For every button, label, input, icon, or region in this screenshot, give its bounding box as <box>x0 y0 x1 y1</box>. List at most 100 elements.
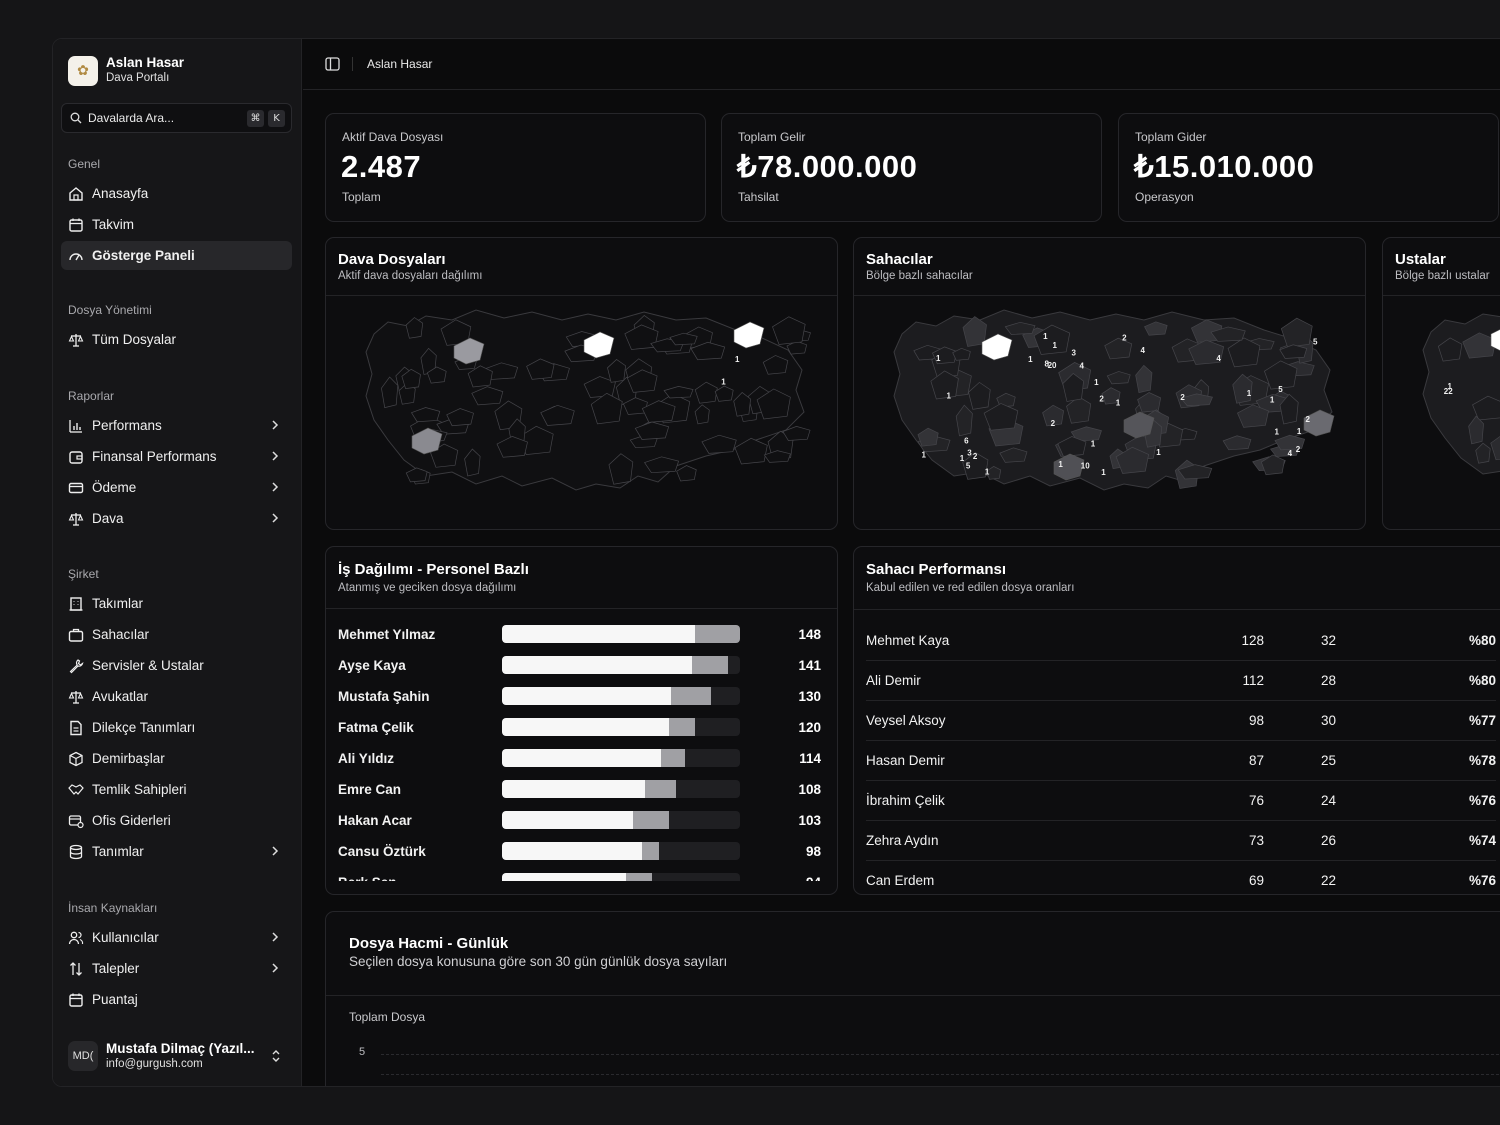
sidebar-item-takımlar[interactable]: Takımlar <box>61 589 292 618</box>
sidebar-item-finansal-performans[interactable]: Finansal Performans <box>61 442 292 471</box>
map-count-label: 1 <box>735 355 740 364</box>
workload-row[interactable]: Emre Can 108 <box>338 779 821 799</box>
province-shape <box>968 381 991 410</box>
province-shape <box>930 370 959 400</box>
sidebar-item-puantaj[interactable]: Puantaj <box>61 985 292 1014</box>
province-shape <box>381 376 399 409</box>
agent-name: Hasan Demir <box>866 753 945 768</box>
accepted-count: 112 <box>1242 673 1264 688</box>
province-shape <box>440 319 472 346</box>
province-shape <box>540 404 575 426</box>
workload-bar <box>502 749 740 767</box>
table-row[interactable]: Can Erdem 69 22 %76 <box>866 861 1496 885</box>
sidebar-item-label: Takvim <box>92 217 135 232</box>
sidebar-item-ödeme[interactable]: Ödeme <box>61 473 292 502</box>
sidebar-item-label: Tanımlar <box>92 844 144 859</box>
workload-list: Mehmet Yılmaz 148 Ayşe Kaya 141 Mustafa Şahi… <box>326 609 837 881</box>
card-title: Dava Dosyaları <box>338 251 446 268</box>
acceptance-rate: %78 <box>1468 753 1496 768</box>
map-count-label: 20 <box>1048 361 1057 370</box>
turkey-map[interactable]: 1 1 20 3 1 2 2 1 1 3 2 1 1 1 2 2 1 1 5 1 2 1 4 6 4 8 1 4 2 4 1 1 1 5 5 10 1 1 <box>854 296 1365 529</box>
sidebar-item-gösterge-paneli[interactable]: Gösterge Paneli <box>61 241 292 270</box>
table-row[interactable]: Mehmet Kaya 128 32 %80 <box>866 621 1496 661</box>
sidebar-item-kullanıcılar[interactable]: Kullanıcılar <box>61 923 292 952</box>
workload-row[interactable]: Fatma Çelik 120 <box>338 717 821 737</box>
table-row[interactable]: Hasan Demir 87 25 %78 <box>866 741 1496 781</box>
sidebar-item-takvim[interactable]: Takvim <box>61 210 292 239</box>
stat-value: 2.487 <box>341 149 422 184</box>
province-shape <box>607 359 626 383</box>
map-count-label: 2 <box>1180 393 1185 402</box>
acceptance-rate: %80 <box>1468 633 1496 648</box>
search-icon <box>70 112 82 124</box>
sidebar-item-dilekçe-tanımları[interactable]: Dilekçe Tanımları <box>61 713 292 742</box>
stat-caption: Operasyon <box>1135 190 1194 204</box>
province-shape <box>1180 393 1213 407</box>
sidebar-item-temlik-sahipleri[interactable]: Temlik Sahipleri <box>61 775 292 804</box>
workload-row[interactable]: Ali Yıldız 114 <box>338 748 821 768</box>
table-row[interactable]: İbrahim Çelik 76 24 %76 <box>866 781 1496 821</box>
turkey-map[interactable]: 172242527245 <box>1383 296 1500 529</box>
card-title: Ustalar <box>1395 251 1446 268</box>
table-row[interactable]: Zehra Aydın 73 26 %74 <box>866 821 1496 861</box>
workload-count: 148 <box>798 626 821 642</box>
province-shape <box>583 376 616 398</box>
search-input[interactable]: Davalarda Ara... ⌘ K <box>61 103 292 133</box>
province-highlight <box>583 331 615 359</box>
chevron-right-icon <box>272 513 279 523</box>
breadcrumb[interactable]: Aslan Hasar <box>352 57 432 71</box>
handshake-icon <box>68 782 84 798</box>
rejected-count: 25 <box>1320 753 1336 768</box>
sidebar-item-talepler[interactable]: Talepler <box>61 954 292 983</box>
workload-row[interactable]: Berk Şen 94 <box>338 872 821 881</box>
map-card-cases: Dava Dosyaları Aktif dava dosyaları dağı… <box>325 237 838 530</box>
sidebar-item-anasayfa[interactable]: Anasayfa <box>61 179 292 208</box>
province-shape <box>1062 373 1084 402</box>
sidebar-item-tanımlar[interactable]: Tanımlar <box>61 837 292 866</box>
province-shape <box>1101 387 1121 405</box>
bar-assigned-segment <box>502 687 671 705</box>
province-highlight <box>1303 409 1335 437</box>
series-label: Toplam Dosya <box>349 1010 426 1024</box>
map-count-label: 5 <box>1278 385 1283 394</box>
map-count-label: 1 <box>1043 332 1048 341</box>
province-shape <box>471 386 504 406</box>
workload-row[interactable]: Cansu Öztürk 98 <box>338 841 821 861</box>
province-shape <box>1144 321 1168 336</box>
workload-bar <box>502 873 740 881</box>
province-shape <box>608 453 634 485</box>
acceptance-rate: %80 <box>1468 673 1496 688</box>
province-shape <box>1237 404 1269 428</box>
sidebar-toggle-icon[interactable] <box>325 57 340 71</box>
agent-name: Zehra Aydın <box>866 833 939 848</box>
province-shape <box>464 448 481 477</box>
sidebar-item-tüm-dosyalar[interactable]: Tüm Dosyalar <box>61 325 292 354</box>
stat-caption: Toplam <box>342 190 381 204</box>
table-row[interactable]: Veysel Aksoy 98 30 %77 <box>866 701 1496 741</box>
workload-count: 94 <box>740 875 821 882</box>
bar-assigned-segment <box>502 842 643 860</box>
stat-value: ₺15.010.000 <box>1134 149 1315 184</box>
table-row[interactable]: Ali Demir 112 28 %80 <box>866 661 1496 701</box>
sidebar-item-dava[interactable]: Dava <box>61 504 292 533</box>
workload-row[interactable]: Mustafa Şahin 130 <box>338 686 821 706</box>
province-shape <box>1280 317 1313 348</box>
user-menu[interactable]: MD( Mustafa Dilmaç (Yazıl... info@gurgus… <box>61 1034 292 1078</box>
province-shape <box>669 332 698 346</box>
sidebar-item-demirbaşlar[interactable]: Demirbaşlar <box>61 744 292 773</box>
workload-row[interactable]: Ayşe Kaya 141 <box>338 655 821 675</box>
sidebar-item-sahacılar[interactable]: Sahacılar <box>61 620 292 649</box>
sidebar-item-servisler-ustalar[interactable]: Servisler & Ustalar <box>61 651 292 680</box>
workload-row[interactable]: Hakan Acar 103 <box>338 810 821 830</box>
sidebar-item-avukatlar[interactable]: Avukatlar <box>61 682 292 711</box>
sidebar-item-ofis-giderleri[interactable]: Ofis Giderleri <box>61 806 292 835</box>
brand[interactable]: ✿ Aslan Hasar Dava Portalı <box>68 55 184 86</box>
workload-row[interactable]: Mehmet Yılmaz 148 <box>338 624 821 644</box>
card-subtitle: Kabul edilen ve red edilen dosya oranlar… <box>866 582 1075 594</box>
map-count-label: 1 <box>1052 341 1057 350</box>
stat-caption: Tahsilat <box>738 190 779 204</box>
map-count-label: 6 <box>964 437 969 446</box>
card-subtitle: Bölge bazlı sahacılar <box>866 270 973 282</box>
sidebar-item-performans[interactable]: Performans <box>61 411 292 440</box>
